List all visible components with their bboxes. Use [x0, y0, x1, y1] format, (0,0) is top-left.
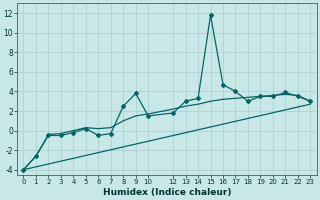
X-axis label: Humidex (Indice chaleur): Humidex (Indice chaleur)	[103, 188, 231, 197]
